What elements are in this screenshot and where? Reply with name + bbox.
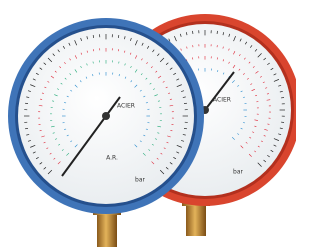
blue-gauge: ACIER A.R. bar (8, 18, 204, 247)
unit: bar (135, 177, 145, 184)
brand: ACIER (117, 103, 135, 110)
needle-hub (102, 112, 110, 120)
page: ACIER bar ACIER A.R. bar (() => { const … (0, 0, 320, 247)
mark: A.R. (106, 155, 118, 162)
photo: ACIER bar ACIER A.R. bar (0, 0, 296, 247)
unit: bar (233, 169, 243, 176)
